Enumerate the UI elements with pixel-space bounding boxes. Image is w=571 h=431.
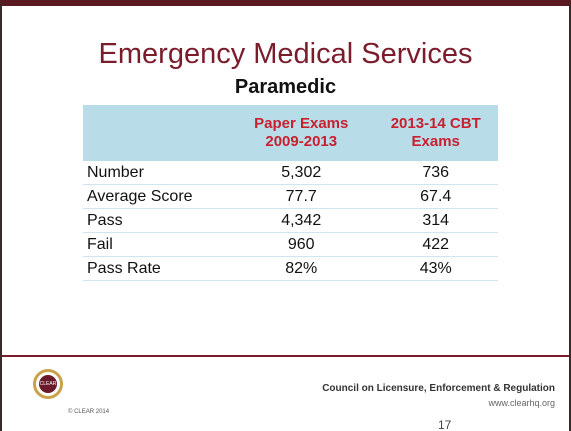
- cell: 314: [373, 208, 498, 233]
- row-label: Pass Rate: [83, 256, 229, 281]
- header-cell: 2013-14 CBT Exams: [373, 105, 498, 161]
- url: www.clearhq.org: [488, 398, 555, 408]
- cell: 4,342: [229, 208, 374, 233]
- results-table: Paper Exams 2009-2013 2013-14 CBT Exams …: [83, 105, 498, 281]
- cell: 960: [229, 232, 374, 257]
- title: Emergency Medical Services: [98, 38, 473, 70]
- cell: 736: [373, 161, 498, 185]
- cell: 5,302: [229, 161, 374, 185]
- copyright: © CLEAR 2014: [68, 409, 110, 415]
- row-label: Average Score: [83, 184, 229, 209]
- table-row: Pass Rate 82% 43%: [83, 256, 498, 281]
- cell: 43%: [373, 256, 498, 281]
- cell: 422: [373, 232, 498, 257]
- logo: CLEAR: [33, 369, 63, 399]
- footer-rule: [2, 355, 569, 357]
- cell: 82%: [229, 256, 374, 281]
- logo-text: CLEAR: [39, 375, 57, 393]
- header-cell: Paper Exams 2009-2013: [229, 105, 374, 161]
- cell: 67.4: [373, 184, 498, 209]
- header-row: Paper Exams 2009-2013 2013-14 CBT Exams: [83, 105, 498, 161]
- row-label: Pass: [83, 208, 229, 233]
- cell: 77.7: [229, 184, 374, 209]
- subtitle: Paramedic: [234, 76, 337, 98]
- page-number: 17: [438, 418, 452, 431]
- table-row: Average Score 77.7 67.4: [83, 184, 498, 209]
- header-cell: [83, 105, 229, 161]
- table-row: Pass 4,342 314: [83, 208, 498, 233]
- table-row: Number 5,302 736: [83, 161, 498, 185]
- row-label: Number: [83, 161, 229, 185]
- org-name: Council on Licensure, Enforcement & Regu…: [322, 383, 555, 394]
- table-row: Fail 960 422: [83, 232, 498, 257]
- row-label: Fail: [83, 232, 229, 257]
